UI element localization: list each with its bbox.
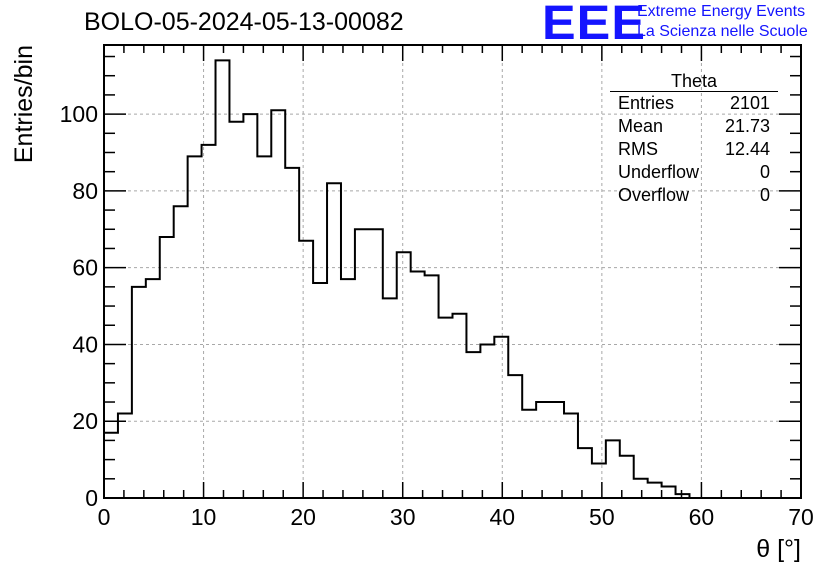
histogram-bin [397,252,411,498]
histogram-bins [103,59,801,499]
histogram-bin [118,414,132,498]
x-tick-label: 60 [689,504,715,530]
histogram-bin [508,375,522,498]
histogram-bin [466,352,480,498]
histogram-bin [299,241,313,498]
grid-lines [104,45,801,498]
tick-labels: 0 10 20 30 40 50 60 70 0 20 40 60 80 100 [60,101,814,530]
histogram-bin [188,156,202,498]
x-tick-label: 10 [191,504,217,530]
y-tick-label: 80 [72,178,98,204]
histogram-bin [327,183,341,498]
x-tick-label: 0 [98,504,111,530]
x-tick-label: 50 [589,504,615,530]
histogram-bin [243,114,257,498]
histogram-bin [216,60,230,498]
axis-ticks [103,45,802,499]
x-tick-label: 70 [788,504,814,530]
histogram-bin [453,314,467,498]
stats-row-underflow: Underflow 0 [610,161,778,184]
stats-label: Entries [618,93,675,113]
histogram-bin [271,110,285,498]
plot-frame [103,44,802,499]
histogram-bin [578,448,592,498]
histogram-bin [536,402,550,498]
histogram-bin [355,229,369,498]
histogram-bin [313,283,327,498]
histogram-bin [146,279,160,498]
stats-label: Overflow [618,185,690,205]
histogram-bin [285,168,299,498]
histogram-bin [662,486,676,498]
stats-value: 0 [759,185,770,205]
stats-row-mean: Mean 21.73 [610,115,778,138]
histogram-outline [103,59,801,499]
stats-label: Underflow [618,162,700,182]
histogram-bin [369,229,383,498]
histogram-bin [160,237,174,498]
histogram-bin [341,279,355,498]
x-tick-label: 30 [390,504,416,530]
chart-title: BOLO-05-2024-05-13-00082 [84,8,404,36]
histogram-bin [257,156,271,498]
y-tick-label: 40 [72,331,98,357]
histogram-bin [132,287,146,498]
stats-value: 0 [759,162,770,182]
stats-row-overflow: Overflow 0 [610,184,778,207]
y-tick-label: 100 [60,101,98,127]
y-tick-label: 20 [72,408,98,434]
y-tick-label: 0 [85,485,98,511]
y-tick-label: 60 [72,255,98,281]
stats-row-entries: Entries 2101 [610,92,778,115]
histogram-bin [383,298,397,498]
histogram-bin [564,414,578,498]
histogram-bin [174,206,188,498]
histogram-bin [592,463,606,498]
stats-label: Mean [618,116,664,136]
histogram-bin [104,433,118,498]
stats-value: 2101 [729,93,770,113]
histogram-bin [522,410,536,498]
histogram-bin [634,479,648,498]
stats-value: 21.73 [724,116,770,136]
stats-value: 12.44 [724,139,770,159]
y-axis-label: Entries/bin [10,45,38,163]
stats-label: RMS [618,139,658,159]
histogram-bin [606,440,620,498]
x-axis-label: θ [°] [756,535,801,563]
logo-caption-line1: Extreme Energy Events [637,3,806,20]
histogram-bin [411,272,425,499]
stats-row-rms: RMS 12.44 [610,138,778,161]
x-tick-label: 20 [290,504,316,530]
histogram-bin [494,337,508,498]
logo-caption-line2: La Scienza nelle Scuole [637,23,808,40]
x-tick-label: 40 [489,504,515,530]
stats-box: Theta Entries 2101 Mean 21.73 RMS 12.44 … [610,71,778,207]
histogram-bin [229,122,243,498]
eee-logo: EEE [542,0,646,50]
histogram-bin [425,275,439,498]
stats-title: Theta [610,71,778,92]
histogram-bin [648,483,662,498]
histogram-bin [550,402,564,498]
